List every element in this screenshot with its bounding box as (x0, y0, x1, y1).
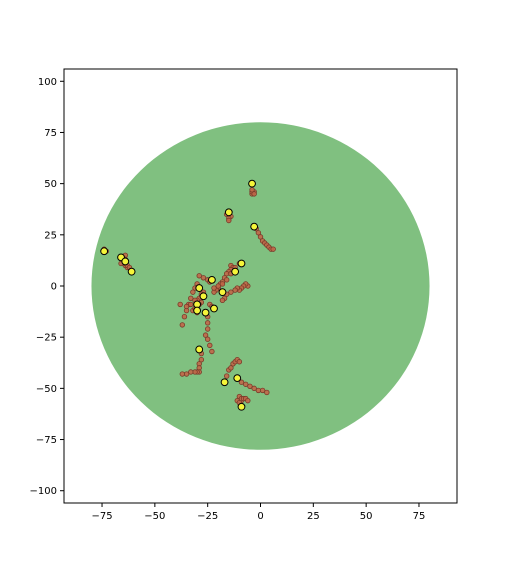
head-point (195, 345, 204, 354)
head-point (237, 259, 246, 268)
trail-point (236, 359, 243, 365)
trail-point (228, 365, 234, 371)
y-tick-label: 50 (44, 179, 57, 190)
trail-point (188, 295, 194, 301)
trail-point (270, 246, 276, 252)
trail-point (238, 379, 245, 385)
trail-point (245, 397, 251, 404)
y-tick-label: −25 (36, 333, 57, 344)
y-tick-label: 100 (38, 77, 57, 88)
y-tick-label: 25 (44, 230, 57, 241)
head-point (208, 275, 216, 284)
trail-point (255, 230, 262, 236)
trail-point (211, 285, 217, 291)
trail-point (196, 273, 202, 279)
x-tick-label: −75 (91, 511, 112, 522)
head-point (121, 257, 130, 266)
green-circle-region (91, 122, 430, 450)
trail-point (202, 332, 209, 338)
x-axis: −75 −50 −25 0 25 50 75 (91, 503, 425, 522)
head-point (233, 374, 242, 383)
x-tick-label: 25 (307, 511, 320, 522)
y-tick-label: 75 (44, 128, 57, 139)
trail-point (219, 281, 226, 287)
trail-point (219, 297, 226, 304)
trail-point (251, 385, 257, 392)
trail-point (209, 348, 215, 355)
head-point (210, 304, 218, 313)
trail-point (228, 289, 234, 295)
trail-point (232, 287, 238, 293)
trail-point (188, 301, 194, 308)
trail-point (177, 301, 183, 308)
head-point (231, 267, 240, 276)
trail-point (183, 303, 190, 310)
trail-point (198, 356, 205, 363)
head-point (201, 308, 210, 317)
trail-point (259, 387, 266, 394)
head-point (218, 288, 227, 297)
y-tick-label: −75 (36, 435, 57, 446)
trail-point (207, 342, 213, 349)
trail-point (179, 371, 186, 377)
head-point (224, 208, 233, 217)
x-tick-label: 50 (360, 511, 373, 522)
y-axis: 100 75 50 25 0 −25 −50 −75 −100 (30, 77, 64, 497)
head-point (193, 306, 202, 315)
trail-point (223, 277, 230, 283)
head-point (199, 292, 208, 301)
trail-point (181, 314, 188, 320)
trail-point (243, 381, 249, 387)
trail-point (249, 187, 255, 193)
x-tick-label: 0 (257, 511, 263, 522)
trail-point (190, 289, 196, 295)
y-tick-label: 0 (51, 282, 57, 293)
plot-area (63, 68, 458, 504)
trail-point (179, 322, 186, 328)
trail-point (226, 217, 232, 224)
trail-point (200, 275, 207, 281)
trail-point (257, 234, 264, 240)
trail-point (264, 389, 270, 396)
head-point (195, 284, 204, 292)
trail-point (188, 369, 194, 375)
head-point (237, 402, 246, 411)
trail-point (247, 383, 253, 390)
trail-point (204, 336, 211, 342)
head-point (127, 267, 136, 276)
trail-point (215, 283, 221, 289)
x-tick-label: −25 (197, 511, 218, 522)
head-points (100, 179, 259, 411)
head-point (220, 378, 229, 387)
trail-point (204, 326, 211, 332)
y-tick-label: −50 (36, 384, 57, 395)
x-tick-label: −50 (144, 511, 165, 522)
head-point (100, 247, 109, 256)
x-tick-label: 75 (413, 511, 426, 522)
trail-point (251, 191, 257, 197)
trail-point (223, 373, 230, 379)
trail-point (204, 320, 211, 326)
head-point (250, 222, 259, 231)
y-tick-label: −100 (30, 486, 57, 497)
head-point (248, 179, 256, 188)
